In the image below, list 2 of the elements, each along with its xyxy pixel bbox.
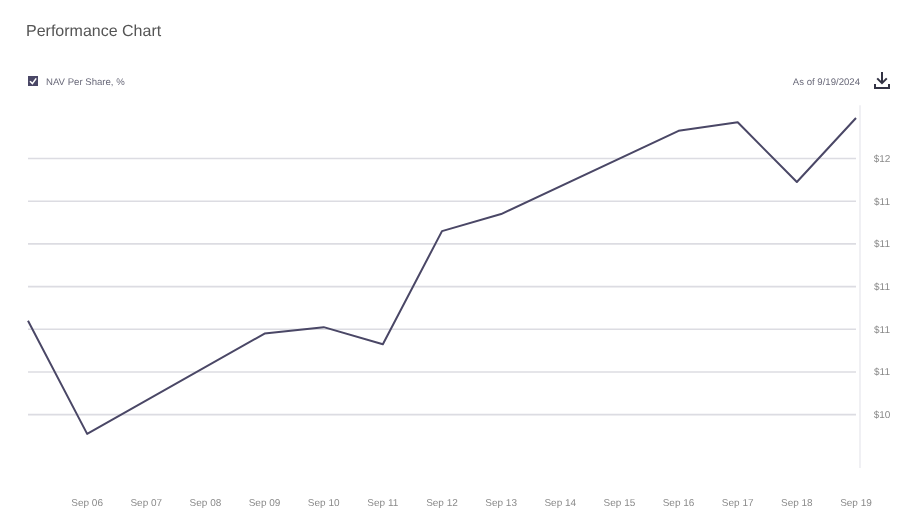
line-series	[27, 117, 857, 435]
chart-title: Performance Chart	[26, 22, 163, 40]
